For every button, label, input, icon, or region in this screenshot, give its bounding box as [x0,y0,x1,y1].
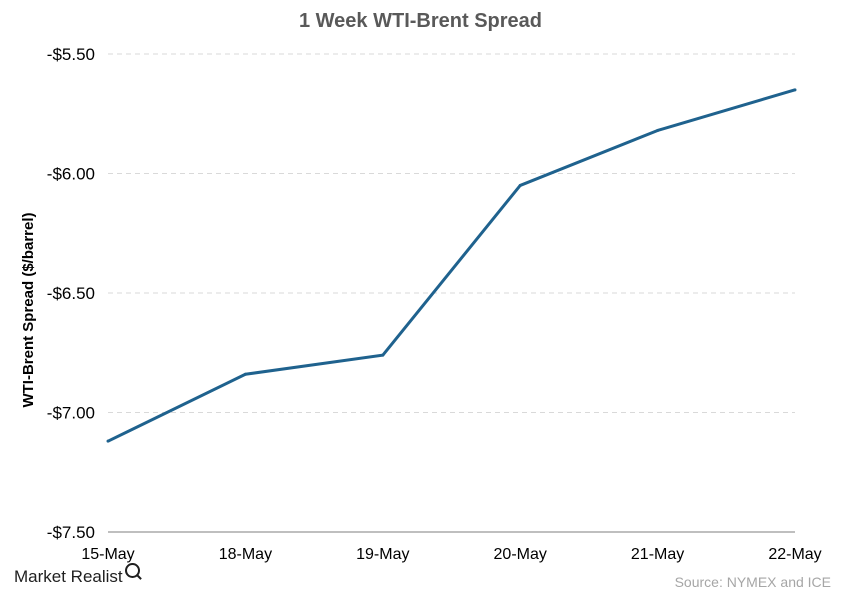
y-tick-label: -$5.50 [47,45,95,64]
data-point [518,183,522,187]
magnifier-icon [124,563,140,578]
source-note: Source: NYMEX and ICE [674,574,831,590]
x-tick-label: 22-May [768,546,821,563]
data-point [793,88,797,92]
logo-text: Market Realist [14,567,123,586]
y-tick-label: -$6.00 [47,165,95,184]
x-tick-label: 21-May [631,546,684,563]
x-tick-label: 15-May [81,546,134,563]
data-point [106,439,110,443]
y-tick-label: -$7.00 [47,404,95,423]
x-axis-ticks: 15-May 18-May 19-May 20-May 21-May 22-May [81,546,821,563]
series-layer [106,88,797,443]
x-tick-label: 20-May [494,546,547,563]
chart-title: 1 Week WTI-Brent Spread [298,10,543,32]
series-line [107,88,796,443]
market-realist-logo: Market Realist [14,563,140,587]
x-tick-label: 19-May [356,546,409,563]
y-tick-label: -$6.50 [47,284,95,303]
gridlines [108,53,795,413]
y-axis-ticks: -$5.50 -$6.00 -$6.50 -$7.00 -$7.50 [47,45,95,542]
x-tick-label: 18-May [219,546,272,563]
y-tick-label: -$7.50 [47,523,95,542]
data-point [381,353,385,357]
data-point [243,372,247,376]
y-axis-label: WTI-Brent Spread ($/barrel) [20,212,37,407]
data-point [656,128,660,132]
